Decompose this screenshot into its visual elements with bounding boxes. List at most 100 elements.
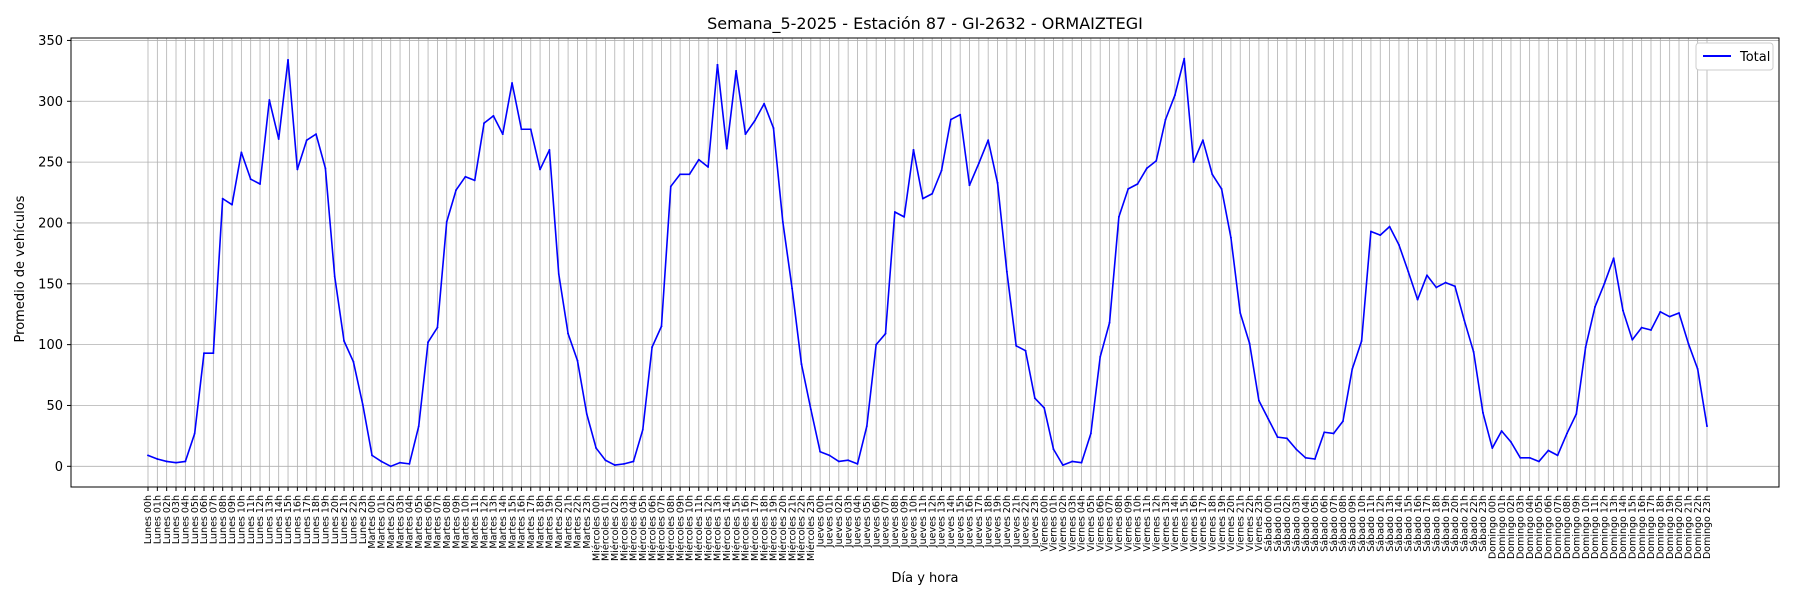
x-tick-label: Jueves 03h (843, 495, 854, 548)
data-point-total (884, 332, 887, 335)
x-tick-label: Jueves 09h (899, 495, 910, 548)
x-tick-label: Lunes 17h (302, 495, 313, 544)
x-tick-label: Sábado 10h (1357, 495, 1368, 552)
data-point-total (791, 287, 794, 290)
data-point-total (240, 151, 243, 154)
data-point-total (977, 162, 980, 165)
data-point-total (1631, 338, 1634, 341)
y-tick-label: 250 (38, 156, 63, 171)
data-point-total (688, 173, 691, 176)
x-tick-label: Domingo 11h (1590, 495, 1601, 559)
data-point-total (1622, 309, 1624, 312)
x-tick-label: Miércoles 16h (741, 495, 752, 561)
data-point-total (1472, 351, 1475, 353)
data-point-total (1575, 413, 1578, 415)
data-point-total (1659, 310, 1662, 313)
data-point-total (1314, 458, 1316, 460)
data-point-total (1145, 167, 1148, 170)
series-segment-total (1594, 282, 1606, 308)
x-tick-label: Miércoles 17h (750, 495, 761, 561)
data-point-total (800, 363, 803, 366)
data-point-total (669, 185, 672, 188)
data-point-total (231, 203, 233, 206)
data-point-total (1687, 342, 1690, 345)
x-tick-label: Lunes 15h (283, 495, 294, 544)
data-point-total (847, 459, 850, 462)
series-segment-total (828, 454, 840, 463)
series-segment-total (1659, 310, 1671, 318)
series-segment-total (1631, 326, 1643, 341)
x-tick-label: Domingo 08h (1562, 495, 1573, 559)
data-point-total (641, 428, 644, 431)
data-point-total (1650, 329, 1652, 331)
x-tick-label: Lunes 11h (246, 495, 257, 544)
x-tick-label: Jueves 08h (890, 495, 901, 548)
data-point-total (1342, 420, 1344, 423)
x-tick-label: Jueves 16h (965, 495, 976, 548)
series-segment-total (1351, 340, 1363, 370)
series-segment-total (1230, 236, 1242, 314)
x-tick-label: Martes 22h (573, 495, 584, 549)
data-point-total (464, 175, 467, 178)
series-segment-total (1482, 411, 1494, 449)
x-tick-label: Martes 00h (367, 495, 378, 549)
data-point-total (268, 99, 271, 101)
series-segment-total (240, 151, 252, 180)
series-segment-total (1342, 368, 1354, 423)
x-tick-label: Viernes 07h (1105, 495, 1116, 551)
series-segment-total (716, 63, 728, 150)
data-point-total (865, 425, 868, 428)
data-point-total (399, 461, 401, 464)
y-tick-label: 350 (38, 34, 63, 49)
x-tick-label: Viernes 11h (1142, 495, 1153, 551)
series-segment-total (315, 133, 327, 169)
series-segment-total (1071, 460, 1083, 464)
x-tick-label: Viernes 09h (1123, 495, 1134, 551)
x-tick-label: Martes 02h (386, 495, 397, 549)
x-tick-label: Sábado 16h (1413, 495, 1424, 552)
data-point-total (455, 189, 457, 192)
x-tick-label: Sábado 00h (1263, 495, 1274, 552)
x-tick-label: Domingo 01h (1497, 495, 1508, 559)
series-segment-total (1211, 173, 1223, 190)
x-tick-label: Miércoles 11h (694, 495, 705, 561)
x-tick-label: Miércoles 09h (675, 495, 686, 561)
series-segment-total (1323, 431, 1335, 435)
series-segment-total (1528, 456, 1540, 463)
x-tick-label: Sábado 11h (1366, 495, 1377, 552)
data-point-total (1566, 432, 1568, 435)
data-point-total (893, 211, 896, 213)
series-segment-total (847, 459, 859, 465)
data-point-total (343, 340, 345, 342)
data-point-total (436, 326, 439, 329)
y-tick-label: 150 (38, 277, 63, 292)
data-point-total (725, 147, 728, 150)
data-point-total (1267, 417, 1270, 420)
x-tick-label: Sábado 05h (1310, 495, 1321, 552)
series-segment-total (1398, 244, 1410, 273)
x-tick-label: Lunes 23h (358, 495, 369, 544)
x-tick-label: Jueves 22h (1021, 495, 1032, 548)
data-point-total (1099, 355, 1102, 358)
x-tick-label: Sábado 17h (1422, 495, 1433, 552)
series-segment-total (1239, 312, 1251, 345)
x-tick-label: Miércoles 19h (769, 495, 780, 561)
series-segment-total (277, 59, 289, 140)
series-segment-total (1015, 345, 1027, 352)
x-tick-label: Jueves 17h (974, 495, 985, 548)
x-tick-label: Jueves 12h (927, 495, 938, 548)
series-segment-total (427, 326, 439, 344)
x-tick-label: Viernes 17h (1198, 495, 1209, 551)
x-tick-label: Martes 04h (405, 495, 416, 549)
series-segment-total (156, 458, 168, 463)
data-point-total (1351, 368, 1354, 370)
series-segment-total (1174, 57, 1186, 96)
x-tick-label: Jueves 00h (815, 495, 826, 548)
x-tick-label: Martes 12h (479, 495, 490, 549)
x-tick-label: Viernes 21h (1235, 495, 1246, 551)
series-segment-total (1202, 139, 1214, 176)
series-segment-total (875, 332, 887, 346)
legend-label: Total (1739, 50, 1770, 65)
data-point-total (595, 447, 597, 449)
